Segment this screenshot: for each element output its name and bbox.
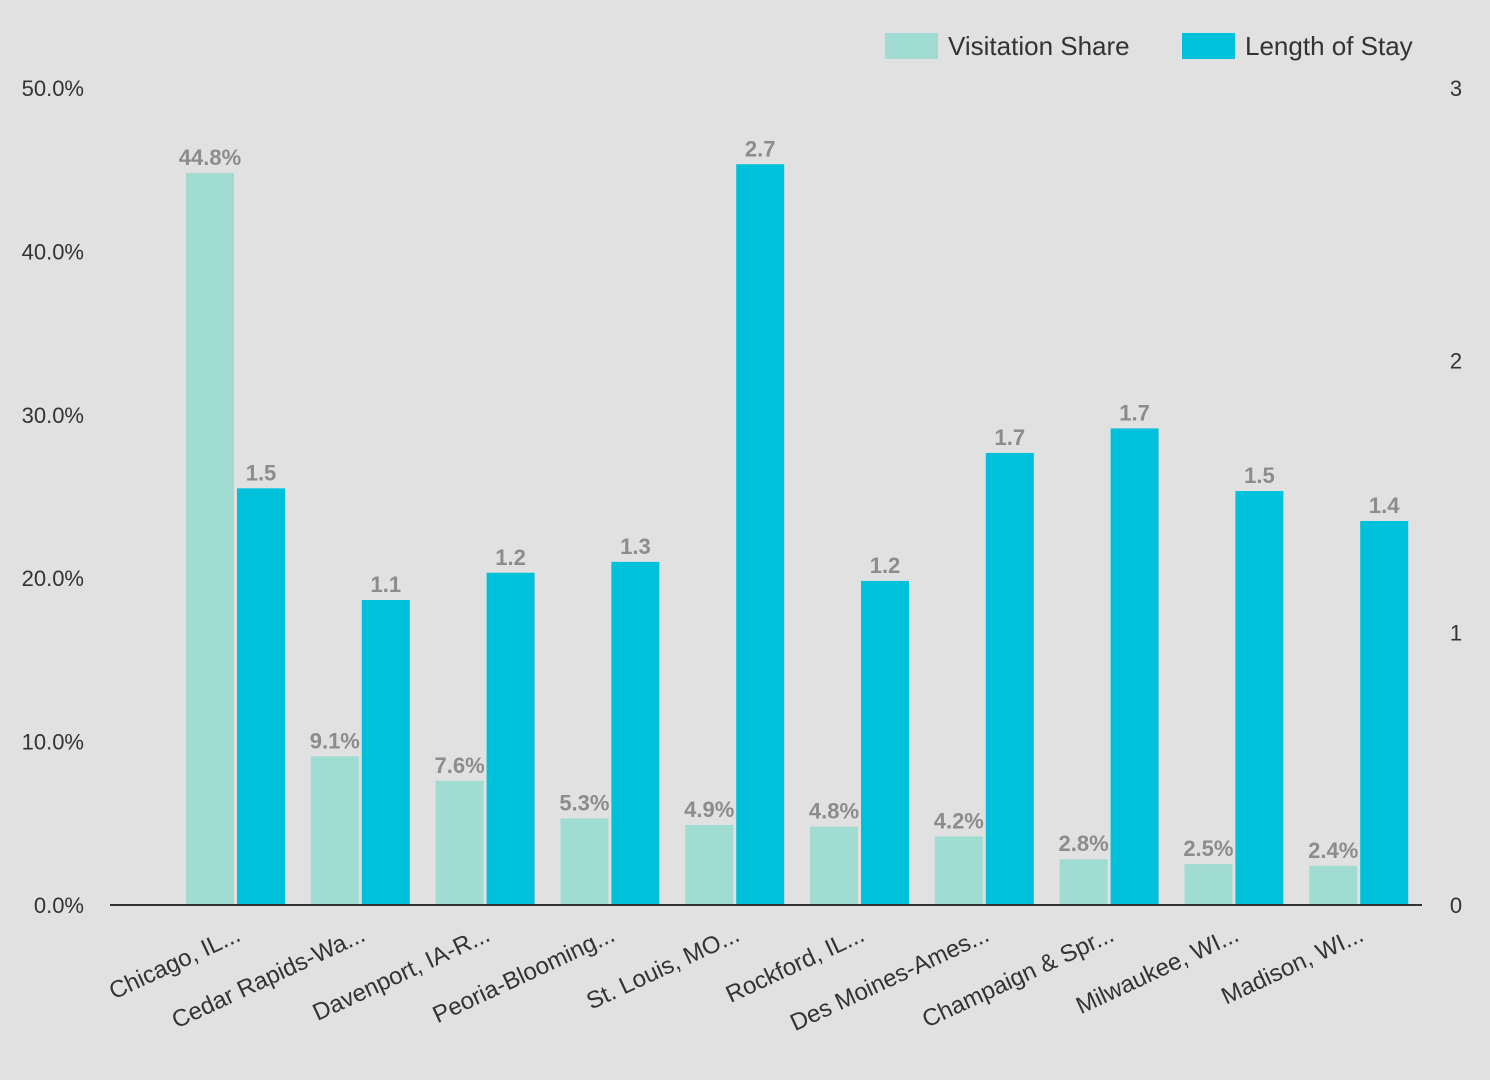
right-tick-label: 1 [1450, 621, 1462, 646]
bar-visitation-share [810, 826, 858, 905]
right-tick-label: 0 [1450, 893, 1462, 918]
legend: Visitation Share Length of Stay [885, 31, 1413, 61]
bar-visitation-share [1184, 864, 1233, 905]
right-axis: 0 1 2 3 [1450, 76, 1462, 918]
data-label-length-of-stay: 1.5 [246, 460, 277, 485]
data-label-length-of-stay: 1.2 [495, 545, 526, 570]
data-label-length-of-stay: 2.7 [745, 136, 776, 161]
bar-visitation-share [560, 818, 609, 905]
left-tick-label: 30.0% [22, 403, 84, 428]
data-label-visitation-share: 4.8% [809, 799, 859, 824]
bar-length-of-stay [1110, 428, 1159, 905]
bar-visitation-share [1309, 865, 1358, 905]
data-label-visitation-share: 4.9% [684, 797, 734, 822]
bar-length-of-stay [361, 599, 410, 905]
data-labels: 44.8% 1.5 9.1% 1.1 7.6% 1.2 5.3% 1.3 4.9% 2.7 4.8%… [179, 136, 1400, 863]
left-tick-label: 20.0% [22, 566, 84, 591]
bar-visitation-share [310, 756, 359, 905]
data-label-visitation-share: 9.1% [310, 728, 360, 753]
bar-length-of-stay [736, 164, 785, 906]
data-label-length-of-stay: 1.3 [620, 534, 651, 559]
data-label-length-of-stay: 1.5 [1244, 463, 1275, 488]
data-label-visitation-share: 44.8% [179, 145, 241, 170]
bar-visitation-share [934, 836, 983, 905]
bars [186, 164, 1409, 906]
left-tick-label: 0.0% [34, 893, 84, 918]
bar-length-of-stay [486, 572, 535, 905]
data-label-visitation-share: 4.2% [934, 808, 984, 833]
legend-swatch-visitation-share [885, 33, 938, 59]
right-tick-label: 3 [1450, 76, 1462, 101]
bar-length-of-stay [611, 561, 660, 905]
bar-length-of-stay [861, 580, 909, 905]
bar-length-of-stay [985, 452, 1034, 905]
bar-length-of-stay [1360, 521, 1409, 905]
data-label-length-of-stay: 1.7 [995, 425, 1026, 450]
bar-length-of-stay [1235, 491, 1284, 905]
data-label-visitation-share: 7.6% [435, 753, 485, 778]
legend-label-length-of-stay: Length of Stay [1245, 31, 1413, 61]
data-label-length-of-stay: 1.2 [870, 553, 901, 578]
left-axis: 0.0% 10.0% 20.0% 30.0% 40.0% 50.0% [22, 76, 84, 918]
data-label-visitation-share: 5.3% [559, 790, 609, 815]
left-tick-label: 40.0% [22, 239, 84, 264]
left-tick-label: 50.0% [22, 76, 84, 101]
category-label: Des Moines-Ames... [786, 921, 993, 1037]
bar-visitation-share [685, 824, 734, 905]
category-labels: Chicago, IL...Cedar Rapids-Wa...Davenpor… [105, 921, 1368, 1037]
bar-length-of-stay [237, 488, 285, 905]
left-tick-label: 10.0% [22, 730, 84, 755]
legend-label-visitation-share: Visitation Share [948, 31, 1130, 61]
legend-swatch-length-of-stay [1182, 33, 1235, 59]
data-label-visitation-share: 2.5% [1183, 836, 1233, 861]
data-label-length-of-stay: 1.4 [1369, 493, 1400, 518]
data-label-visitation-share: 2.8% [1059, 831, 1109, 856]
data-label-length-of-stay: 1.1 [371, 572, 402, 597]
category-label: Madison, WI... [1217, 921, 1367, 1010]
data-label-length-of-stay: 1.7 [1119, 400, 1150, 425]
data-label-visitation-share: 2.4% [1308, 838, 1358, 863]
bar-visitation-share [435, 780, 484, 905]
right-tick-label: 2 [1450, 348, 1462, 373]
bar-visitation-share [1059, 859, 1108, 905]
bar-visitation-share [186, 172, 234, 905]
